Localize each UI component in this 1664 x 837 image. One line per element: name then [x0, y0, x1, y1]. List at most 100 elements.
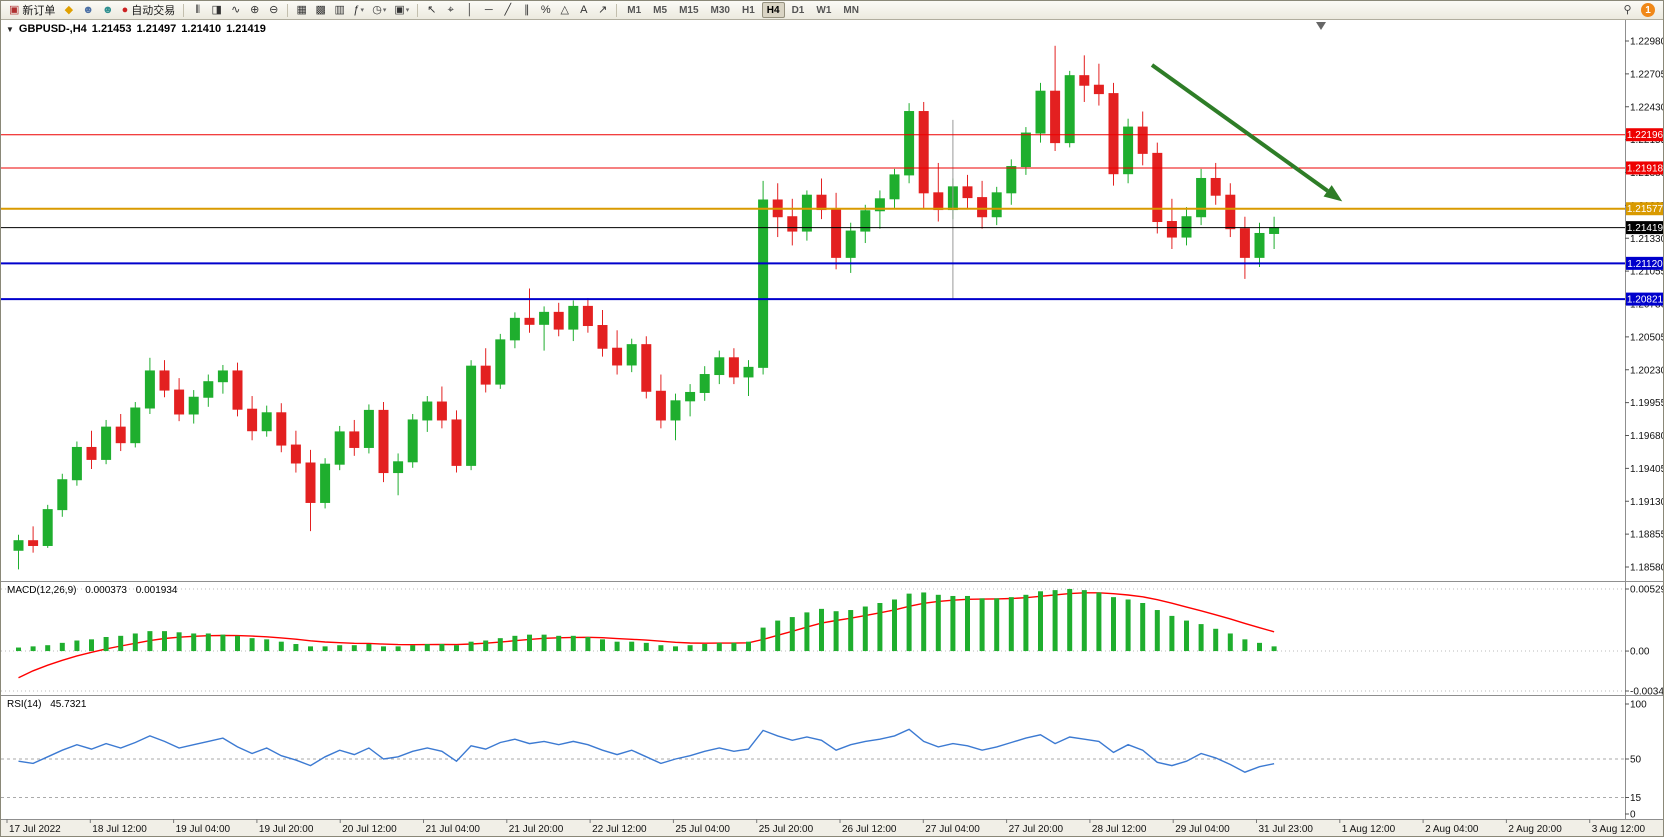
new-order-button[interactable]: ▣ 新订单 [6, 2, 58, 18]
candle-body [714, 357, 725, 376]
candle-body [261, 412, 272, 432]
candle-body [159, 370, 170, 391]
bid-price-line[interactable]: 1.21419 [1, 221, 1664, 235]
candlestick-chart-icon[interactable]: ◨ [208, 2, 225, 18]
candle-body [422, 401, 433, 421]
candle-body [1035, 90, 1046, 134]
candle-body [597, 325, 608, 349]
svg-text:1.21419: 1.21419 [1627, 223, 1664, 234]
timeframe-m15-button[interactable]: M15 [679, 4, 699, 16]
rsi-panel: 100 50 15 0 [1, 700, 1647, 821]
notification-badge[interactable]: 1 [1641, 3, 1655, 17]
bar-chart-icon[interactable]: ⫴ [189, 2, 206, 18]
candle-body [101, 426, 112, 460]
candle-body [743, 366, 754, 378]
crosshair-icon[interactable]: ⌖ [442, 2, 459, 18]
zoom-out-icon[interactable]: ⊖ [265, 2, 282, 18]
svg-text:0.00: 0.00 [1630, 647, 1650, 658]
rsi-value: 45.7321 [50, 699, 87, 710]
chevron-down-icon[interactable]: ▾ [360, 7, 365, 14]
horizontal-line-1.21918[interactable]: 1.21918 [1, 161, 1664, 175]
candle-body [655, 390, 666, 421]
trend-arrow-annotation[interactable] [1150, 63, 1343, 202]
shapes-icon[interactable]: △ [556, 2, 573, 18]
time-axis-bar[interactable] [1, 819, 1664, 837]
horizontal-line-icon[interactable]: ─ [480, 2, 497, 18]
candle-body [758, 199, 769, 368]
horizontal-line-1.22196[interactable]: 1.22196 [1, 128, 1664, 142]
time-axis: 17 Jul 2022 18 Jul 12:00 19 Jul 04:00 19 Ju… [6, 819, 1646, 835]
candle-body [115, 426, 126, 444]
candle-body [539, 311, 550, 325]
arrange-windows-icon[interactable]: ▥ [331, 2, 348, 18]
horizontal-line-1.20821[interactable]: 1.20821 [1, 292, 1664, 306]
toolbar: ▣ 新订单 ◆ ☻ ☻ ● 自动交易 ⫴ ◨ ∿ ⊕ ⊖ ▦ ▩ ▥ ƒ ▾ ◷ ▾ ▣ ▾ ↖ ⌖ │ ─ ╱ ∥% △ A ↗ M1 M5… [1, 1, 1663, 20]
chart-shift-marker[interactable] [1316, 22, 1326, 30]
profiles-icon: ☻ [82, 4, 94, 16]
one-click-trading-toggle-icon[interactable]: ▼ [6, 24, 14, 34]
text-icon[interactable]: A [575, 2, 592, 18]
svg-text:28 Jul 12:00: 28 Jul 12:00 [1092, 824, 1147, 835]
chevron-down-icon[interactable]: ▾ [405, 7, 410, 14]
chart-header: ▼ GBPUSD-,H4 1.21453 1.21497 1.21410 1.2… [6, 23, 266, 35]
timeframe-h1-button[interactable]: H1 [741, 4, 755, 16]
candle-body [495, 339, 506, 385]
candle-body [378, 409, 389, 474]
timeframe-mn-button[interactable]: MN [843, 4, 859, 16]
macd-name: MACD(12,26,9) [7, 585, 77, 596]
horizontal-line-1.21120[interactable]: 1.21120 [1, 256, 1664, 270]
horizontal-line-1.21577[interactable]: 1.21577 [1, 202, 1664, 216]
zoom-out-icon: ⊖ [269, 4, 279, 16]
arrows-icon[interactable]: ↗ [594, 2, 611, 18]
cursor-icon[interactable]: ↖ [423, 2, 440, 18]
candle-body [480, 365, 491, 385]
tile-windows-icon[interactable]: ▦ [293, 2, 310, 18]
search-icon[interactable]: ⚲ [1623, 4, 1632, 16]
macd-histogram [16, 588, 1277, 652]
candle-body [1050, 90, 1061, 144]
svg-text:1.22705: 1.22705 [1630, 69, 1664, 80]
periods-icon[interactable]: ◷ ▾ [369, 2, 389, 18]
candle-body [685, 391, 696, 402]
channel-icon[interactable]: ∥ [518, 2, 535, 18]
candle-body [874, 198, 885, 212]
autotrading-button[interactable]: ● 自动交易 [119, 2, 179, 18]
candle-body [904, 111, 915, 176]
timeframe-h4-button[interactable]: H4 [761, 2, 785, 18]
svg-text:27 Jul 20:00: 27 Jul 20:00 [1009, 824, 1064, 835]
candle-body [1196, 177, 1207, 218]
svg-text:-0.003408: -0.003408 [1630, 687, 1664, 698]
candle-body [276, 412, 287, 446]
profiles-icon[interactable]: ☻ [79, 2, 97, 18]
indicators-icon[interactable]: ƒ ▾ [350, 2, 367, 18]
candle-body [831, 209, 842, 258]
svg-text:2 Aug 04:00: 2 Aug 04:00 [1425, 824, 1479, 835]
svg-text:1.21055: 1.21055 [1630, 267, 1664, 278]
cascade-windows-icon[interactable]: ▩ [312, 2, 329, 18]
candle-body [582, 305, 593, 327]
navigator-icon[interactable]: ☻ [99, 2, 117, 18]
candle-body [1006, 166, 1017, 194]
vertical-line-icon[interactable]: │ [461, 2, 478, 18]
candle-body [42, 509, 53, 546]
timeframe-w1-button[interactable]: W1 [816, 4, 832, 16]
indicators-icon: ƒ [353, 4, 360, 16]
trendline-icon[interactable]: ╱ [499, 2, 516, 18]
zoom-in-icon[interactable]: ⊕ [246, 2, 263, 18]
price-badge [1626, 161, 1663, 175]
line-chart-icon[interactable]: ∿ [227, 2, 244, 18]
candle-body [816, 194, 827, 211]
market-watch-icon: ◆ [64, 4, 74, 16]
timeframe-d1-button[interactable]: D1 [791, 4, 805, 16]
candle-body [509, 317, 520, 341]
timeframe-m30-button[interactable]: M30 [710, 4, 730, 16]
market-watch-icon[interactable]: ◆ [60, 2, 77, 18]
timeframe-m5-button[interactable]: M5 [653, 4, 668, 16]
chevron-down-icon[interactable]: ▾ [382, 7, 387, 14]
templates-icon[interactable]: ▣ ▾ [391, 2, 412, 18]
bar-chart-icon: ⫴ [195, 4, 201, 16]
candle-body [1225, 194, 1236, 230]
fibonacci-icon[interactable]: % [537, 2, 554, 18]
timeframe-m1-button[interactable]: M1 [627, 4, 642, 16]
